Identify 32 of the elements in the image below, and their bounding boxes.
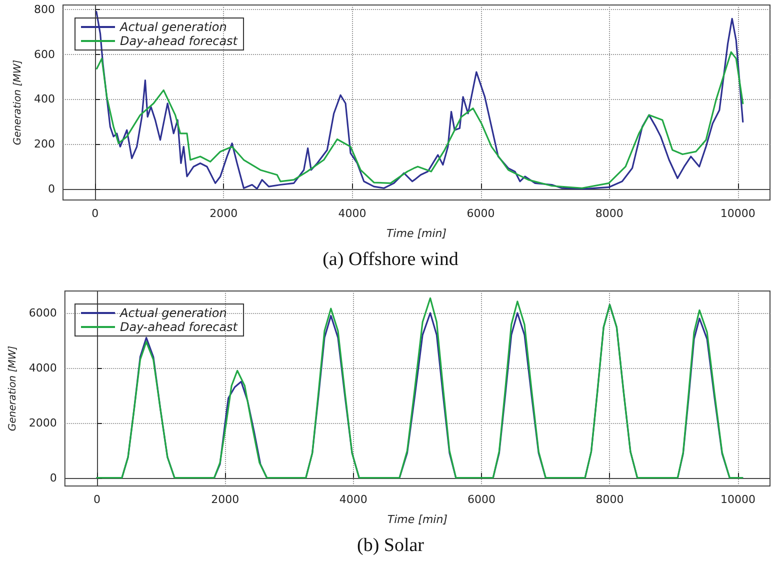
x-tick-label: 0: [93, 493, 100, 506]
x-tick-label: 4000: [338, 207, 366, 220]
x-tick-label: 10000: [720, 207, 756, 220]
x-axis-title: Time [min]: [386, 227, 447, 240]
y-tick-label: 0: [48, 182, 55, 196]
legend-label: Actual generation: [119, 306, 227, 320]
text: (b) Solar: [356, 535, 425, 556]
line-series: [96, 51, 744, 189]
x-tick-label: 6000: [468, 493, 496, 506]
x-tick-label: 6000: [466, 207, 495, 220]
y-tick-label: 200: [34, 137, 55, 150]
y-tick-label: 0: [50, 471, 57, 484]
x-tick-label: 4000: [339, 493, 368, 506]
y-tick-label: 800: [34, 2, 55, 16]
y-tick-label: 6000: [28, 306, 57, 320]
y-tick-label: 600: [34, 48, 55, 61]
x-axis-title: Time [min]: [387, 513, 448, 526]
legend-label: Day-ahead forecast: [120, 34, 239, 48]
y-tick-label: 400: [34, 92, 55, 106]
y-tick-label: 4000: [28, 361, 57, 374]
x-tick-label: 8000: [595, 207, 624, 220]
y-axis-title: Generation [MW]: [12, 60, 24, 146]
y-axis-title: Generation [MW]: [8, 346, 18, 432]
legend-label: Day-ahead forecast: [120, 320, 239, 334]
legend-label: Actual generation: [119, 20, 227, 34]
x-tick-label: 2000: [211, 493, 240, 506]
y-tick-label: 2000: [28, 416, 57, 430]
x-tick-label: 0: [92, 207, 99, 220]
x-tick-label: 2000: [210, 207, 238, 220]
x-tick-label: 10000: [720, 493, 756, 506]
text: (a) Offshore wind: [322, 249, 459, 270]
x-tick-label: 8000: [596, 493, 624, 506]
